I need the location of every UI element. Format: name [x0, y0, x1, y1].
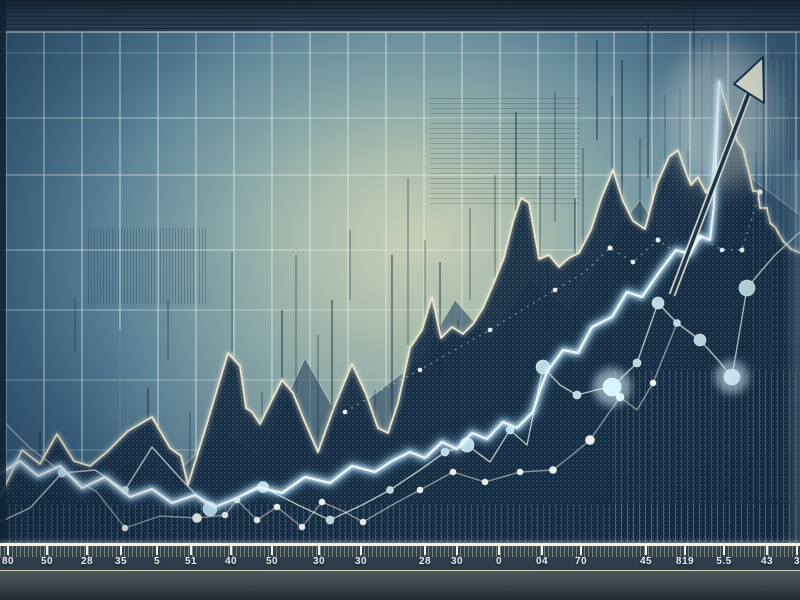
- marker-dot: [552, 287, 558, 293]
- marker-dot: [481, 478, 489, 486]
- marker-dot: [719, 247, 725, 253]
- marker-dot: [449, 468, 457, 476]
- marker-dot: [417, 367, 423, 373]
- marker-dot: [516, 468, 524, 476]
- x-axis-label: 30: [312, 555, 326, 567]
- mountain-halftone-texture: [0, 81, 800, 543]
- axis-top-rule: [0, 543, 800, 546]
- top-dark-band: [0, 0, 800, 32]
- marker-dot: [487, 327, 493, 333]
- marker-dot: [325, 515, 335, 525]
- x-axis-label: 51: [184, 555, 198, 567]
- x-axis-label: 80: [1, 555, 15, 567]
- x-axis-label: 43: [760, 555, 774, 567]
- axis-major-tick: [86, 545, 88, 555]
- x-axis-label: 5: [153, 555, 161, 567]
- marker-dot: [416, 486, 424, 494]
- marker-dot: [651, 296, 665, 310]
- marker-dot: [585, 435, 595, 445]
- axis-tick-band: 80 50 28 35 5 51 40 50 30 30 28 30 0 04 70 45 819 5.5 43 3: [0, 545, 800, 570]
- x-axis-label: 50: [40, 555, 54, 567]
- marker-dot: [549, 466, 557, 474]
- axis-major-tick: [190, 545, 192, 555]
- marker-dot: [273, 503, 281, 511]
- x-axis-label: 70: [574, 555, 588, 567]
- x-axis-ruler: 80 50 28 35 5 51 40 50 30 30 28 30 0 04 70 45 819 5.5 43 3: [0, 543, 800, 600]
- arrow-head: [733, 56, 765, 104]
- axis-major-tick: [271, 545, 273, 555]
- axis-major-tick: [456, 545, 458, 555]
- x-axis-label: 04: [535, 555, 549, 567]
- trend-line: [0, 80, 720, 508]
- marker-dot: [318, 498, 326, 506]
- axis-major-tick: [360, 545, 362, 555]
- x-axis-label: 50: [265, 555, 279, 567]
- axis-major-tick: [498, 545, 500, 555]
- marker-dot: [192, 513, 202, 523]
- marker-dot: [221, 511, 229, 519]
- x-axis-label: 28: [418, 555, 432, 567]
- marker-dot: [359, 518, 367, 526]
- axis-major-tick: [645, 545, 647, 555]
- marker-dot: [572, 390, 582, 400]
- x-axis-label: 40: [224, 555, 238, 567]
- marker-dot: [693, 333, 707, 347]
- marker-dot: [342, 409, 348, 415]
- marker-dot: [739, 247, 745, 253]
- axis-major-tick: [723, 545, 725, 555]
- marker-dot: [723, 368, 741, 386]
- axis-major-tick: [120, 545, 122, 555]
- x-axis-label: 30: [354, 555, 368, 567]
- marker-dot: [738, 279, 756, 297]
- left-dark-edge: [0, 0, 6, 545]
- axis-major-tick: [7, 545, 9, 555]
- marker-dot: [386, 486, 394, 494]
- axis-major-tick: [46, 545, 48, 555]
- top-band-streak-texture: [0, 0, 800, 32]
- marker-dot: [630, 259, 636, 265]
- x-axis-label: 0: [495, 555, 503, 567]
- axis-major-tick: [766, 545, 768, 555]
- axis-major-tick: [424, 545, 426, 555]
- marker-dot: [121, 524, 129, 532]
- axis-major-tick: [541, 545, 543, 555]
- x-axis-label: 3: [793, 555, 800, 567]
- marker-dot: [298, 523, 306, 531]
- x-axis-label: 28: [80, 555, 94, 567]
- marker-dot: [253, 516, 261, 524]
- axis-major-tick: [580, 545, 582, 555]
- x-axis-label: 819: [675, 555, 695, 567]
- marker-dot: [602, 377, 622, 397]
- marker-dot: [607, 245, 613, 251]
- marker-dot: [757, 189, 763, 195]
- x-axis-label: 30: [450, 555, 464, 567]
- marker-dot: [632, 358, 642, 368]
- x-axis-label: 35: [114, 555, 128, 567]
- axis-major-tick: [318, 545, 320, 555]
- axis-major-tick: [796, 545, 798, 555]
- axis-major-tick: [156, 545, 158, 555]
- up-arrow: [668, 56, 765, 297]
- axis-minor-ticks: [0, 545, 800, 557]
- axis-major-tick: [684, 545, 686, 555]
- marker-dot: [649, 379, 657, 387]
- right-light-edge: [784, 160, 800, 545]
- x-axis-label: 5.5: [716, 555, 732, 567]
- constellation-dotted-line: [344, 191, 761, 413]
- axis-bottom-rule: [0, 569, 800, 571]
- marker-line-upper-line: [0, 231, 800, 523]
- arrow-shaft: [670, 89, 752, 296]
- marker-line-lower-line: [0, 322, 678, 529]
- x-axis-label: 45: [639, 555, 653, 567]
- marker-dot: [673, 319, 681, 327]
- footer-band: [0, 571, 800, 600]
- marker-dot: [655, 237, 661, 243]
- axis-major-tick: [230, 545, 232, 555]
